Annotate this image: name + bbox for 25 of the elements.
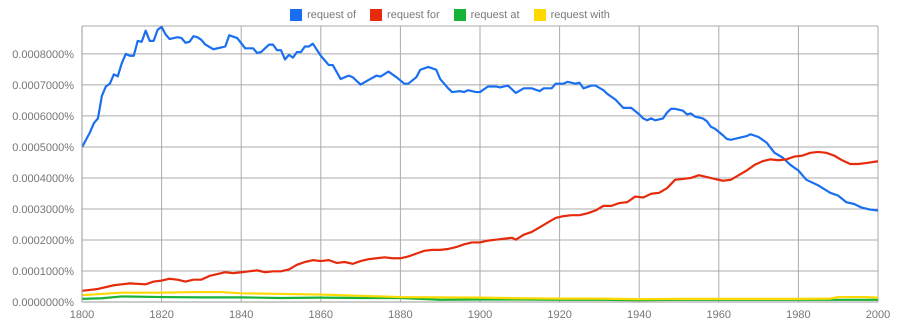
line-series xyxy=(82,150,878,292)
x-tick-label: 1920 xyxy=(547,308,572,321)
x-tick-label: 1960 xyxy=(706,308,732,321)
y-tick-label: 0.0005000% xyxy=(12,142,74,154)
y-tick-label: 0.0008000% xyxy=(12,48,74,61)
y-tick-label: 0.0002000% xyxy=(12,234,74,247)
legend-label: request with xyxy=(550,9,610,21)
y-tick-label: 0.0007000% xyxy=(12,80,74,92)
legend-label: request at xyxy=(470,9,520,21)
x-tick-label: 1900 xyxy=(468,308,492,321)
x-tick-label: 1880 xyxy=(388,308,413,321)
x-tick-label: 1840 xyxy=(228,308,254,321)
x-tick-label: 1940 xyxy=(626,308,652,321)
y-tick-label: 0.0003000% xyxy=(12,204,74,216)
y-tick-label: 0.0000000% xyxy=(12,296,74,309)
x-tick-label: 1820 xyxy=(149,308,174,321)
y-tick-label: 0.0006000% xyxy=(12,110,74,123)
y-tick-label: 0.0001000% xyxy=(12,266,74,278)
y-tick-label: 0.0004000% xyxy=(12,172,74,185)
legend-label: request for xyxy=(387,9,440,21)
x-tick-label: 1860 xyxy=(308,308,334,321)
x-tick-label: 1800 xyxy=(70,308,94,321)
legend-label: request of xyxy=(307,9,356,21)
x-tick-label: 2000 xyxy=(866,308,890,321)
x-tick-label: 1980 xyxy=(786,308,811,321)
